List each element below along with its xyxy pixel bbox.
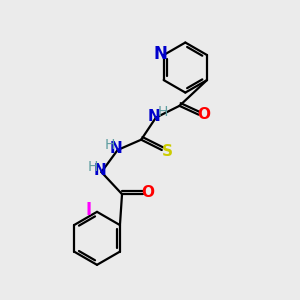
Text: H: H [157, 105, 168, 119]
Text: N: N [94, 163, 106, 178]
Text: S: S [162, 144, 173, 159]
Text: N: N [153, 45, 167, 63]
Text: H: H [88, 160, 98, 174]
Text: N: N [148, 109, 161, 124]
Text: O: O [197, 106, 210, 122]
Text: N: N [110, 141, 122, 156]
Text: O: O [141, 185, 154, 200]
Text: H: H [104, 138, 115, 152]
Text: I: I [86, 201, 92, 219]
